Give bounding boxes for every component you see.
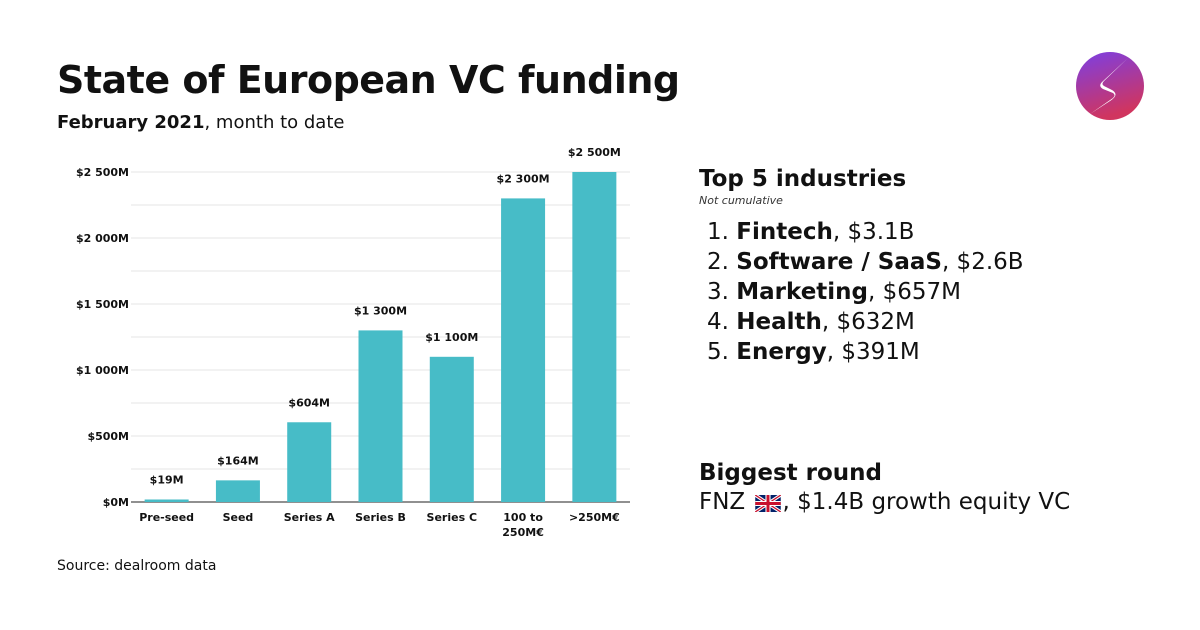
top-industries-panel: Top 5 industries Not cumulative 1. Finte…	[699, 166, 1024, 367]
x-tick-label-line: 250M€	[502, 526, 544, 539]
industry-value: , $391M	[826, 338, 920, 365]
industries-title: Top 5 industries	[699, 166, 907, 192]
page-subtitle: February 2021, month to date	[57, 112, 344, 133]
x-tick-label: >250M€	[569, 511, 620, 524]
biggest-round-detail: , $1.4B growth equity VC	[782, 488, 1071, 515]
industry-value: , $2.6B	[941, 248, 1024, 275]
uk-flag-icon	[754, 494, 781, 512]
bar	[144, 499, 189, 502]
industries-note: Not cumulative	[699, 193, 783, 207]
industry-rank: 1.	[707, 218, 729, 245]
list-item: 5. Energy, $391M	[707, 337, 1024, 367]
biggest-round-text: FNZ , $1.4B growth equity VC	[699, 488, 1070, 517]
industry-name: Fintech	[736, 218, 833, 245]
list-item: 3. Marketing, $657M	[707, 277, 1024, 307]
bar	[501, 198, 546, 502]
x-tick-label-line: >250M€	[569, 511, 620, 524]
data-label: $2 300M	[497, 172, 550, 185]
industry-name: Health	[736, 308, 822, 335]
bar	[287, 422, 332, 502]
source-note: Source: dealroom data	[57, 558, 217, 574]
data-label: $1 300M	[354, 304, 407, 317]
bar	[358, 330, 403, 502]
biggest-round-title: Biggest round	[699, 460, 882, 486]
y-tick-label: $2 000M	[76, 232, 129, 245]
x-tick-label-line: Seed	[223, 511, 254, 524]
industry-value: , $632M	[821, 308, 915, 335]
page-title: State of European VC funding	[57, 58, 680, 102]
x-tick-label: Seed	[223, 511, 254, 524]
x-tick-label: Series C	[427, 511, 478, 524]
bar	[215, 480, 260, 502]
data-label: $164M	[217, 454, 259, 467]
bar-chart: $0M $500M $1 000M $1 500M $2 000M $2 500M $19M…	[76, 146, 630, 539]
list-item: 2. Software / SaaS, $2.6B	[707, 247, 1024, 277]
industries-list: 1. Fintech, $3.1B 2. Software / SaaS, $2…	[699, 217, 1024, 367]
sifted-logo-icon	[1076, 52, 1144, 120]
data-label: $2 500M	[568, 146, 621, 159]
biggest-round-panel: Biggest round FNZ , $1.4B growth equity …	[699, 459, 1070, 517]
x-tick-label-line: Series C	[427, 511, 478, 524]
data-label: $1 100M	[425, 331, 478, 344]
x-tick-label-line: Series A	[284, 511, 335, 524]
y-tick-label: $2 500M	[76, 166, 129, 179]
data-label: $604M	[288, 396, 330, 409]
industry-rank: 4.	[707, 308, 729, 335]
industry-rank: 3.	[707, 278, 729, 305]
list-item: 1. Fintech, $3.1B	[707, 217, 1024, 247]
industry-name: Software / SaaS	[736, 248, 942, 275]
bar	[572, 172, 617, 502]
industry-rank: 2.	[707, 248, 729, 275]
biggest-round-company: FNZ	[699, 488, 746, 515]
industry-name: Marketing	[736, 278, 869, 305]
x-tick-label: Series B	[355, 511, 406, 524]
y-tick-label: $1 000M	[76, 364, 129, 377]
y-tick-label: $0M	[103, 496, 129, 509]
subtitle-date: February 2021	[57, 112, 205, 133]
x-tick-label-line: 100 to	[503, 511, 543, 524]
y-tick-label: $1 500M	[76, 298, 129, 311]
data-label: $19M	[150, 473, 184, 486]
industry-name: Energy	[736, 338, 827, 365]
x-tick-label: Series A	[284, 511, 335, 524]
x-tick-label: 100 to 250M€	[502, 511, 544, 539]
x-tick-label-line: Pre-seed	[139, 511, 194, 524]
bar	[429, 356, 474, 502]
list-item: 4. Health, $632M	[707, 307, 1024, 337]
industry-value: , $657M	[868, 278, 962, 305]
subtitle-rest: , month to date	[204, 112, 345, 133]
industry-rank: 5.	[707, 338, 729, 365]
y-tick-label: $500M	[87, 430, 129, 443]
industry-value: , $3.1B	[832, 218, 915, 245]
x-tick-label: Pre-seed	[139, 511, 194, 524]
x-tick-label-line: Series B	[355, 511, 406, 524]
